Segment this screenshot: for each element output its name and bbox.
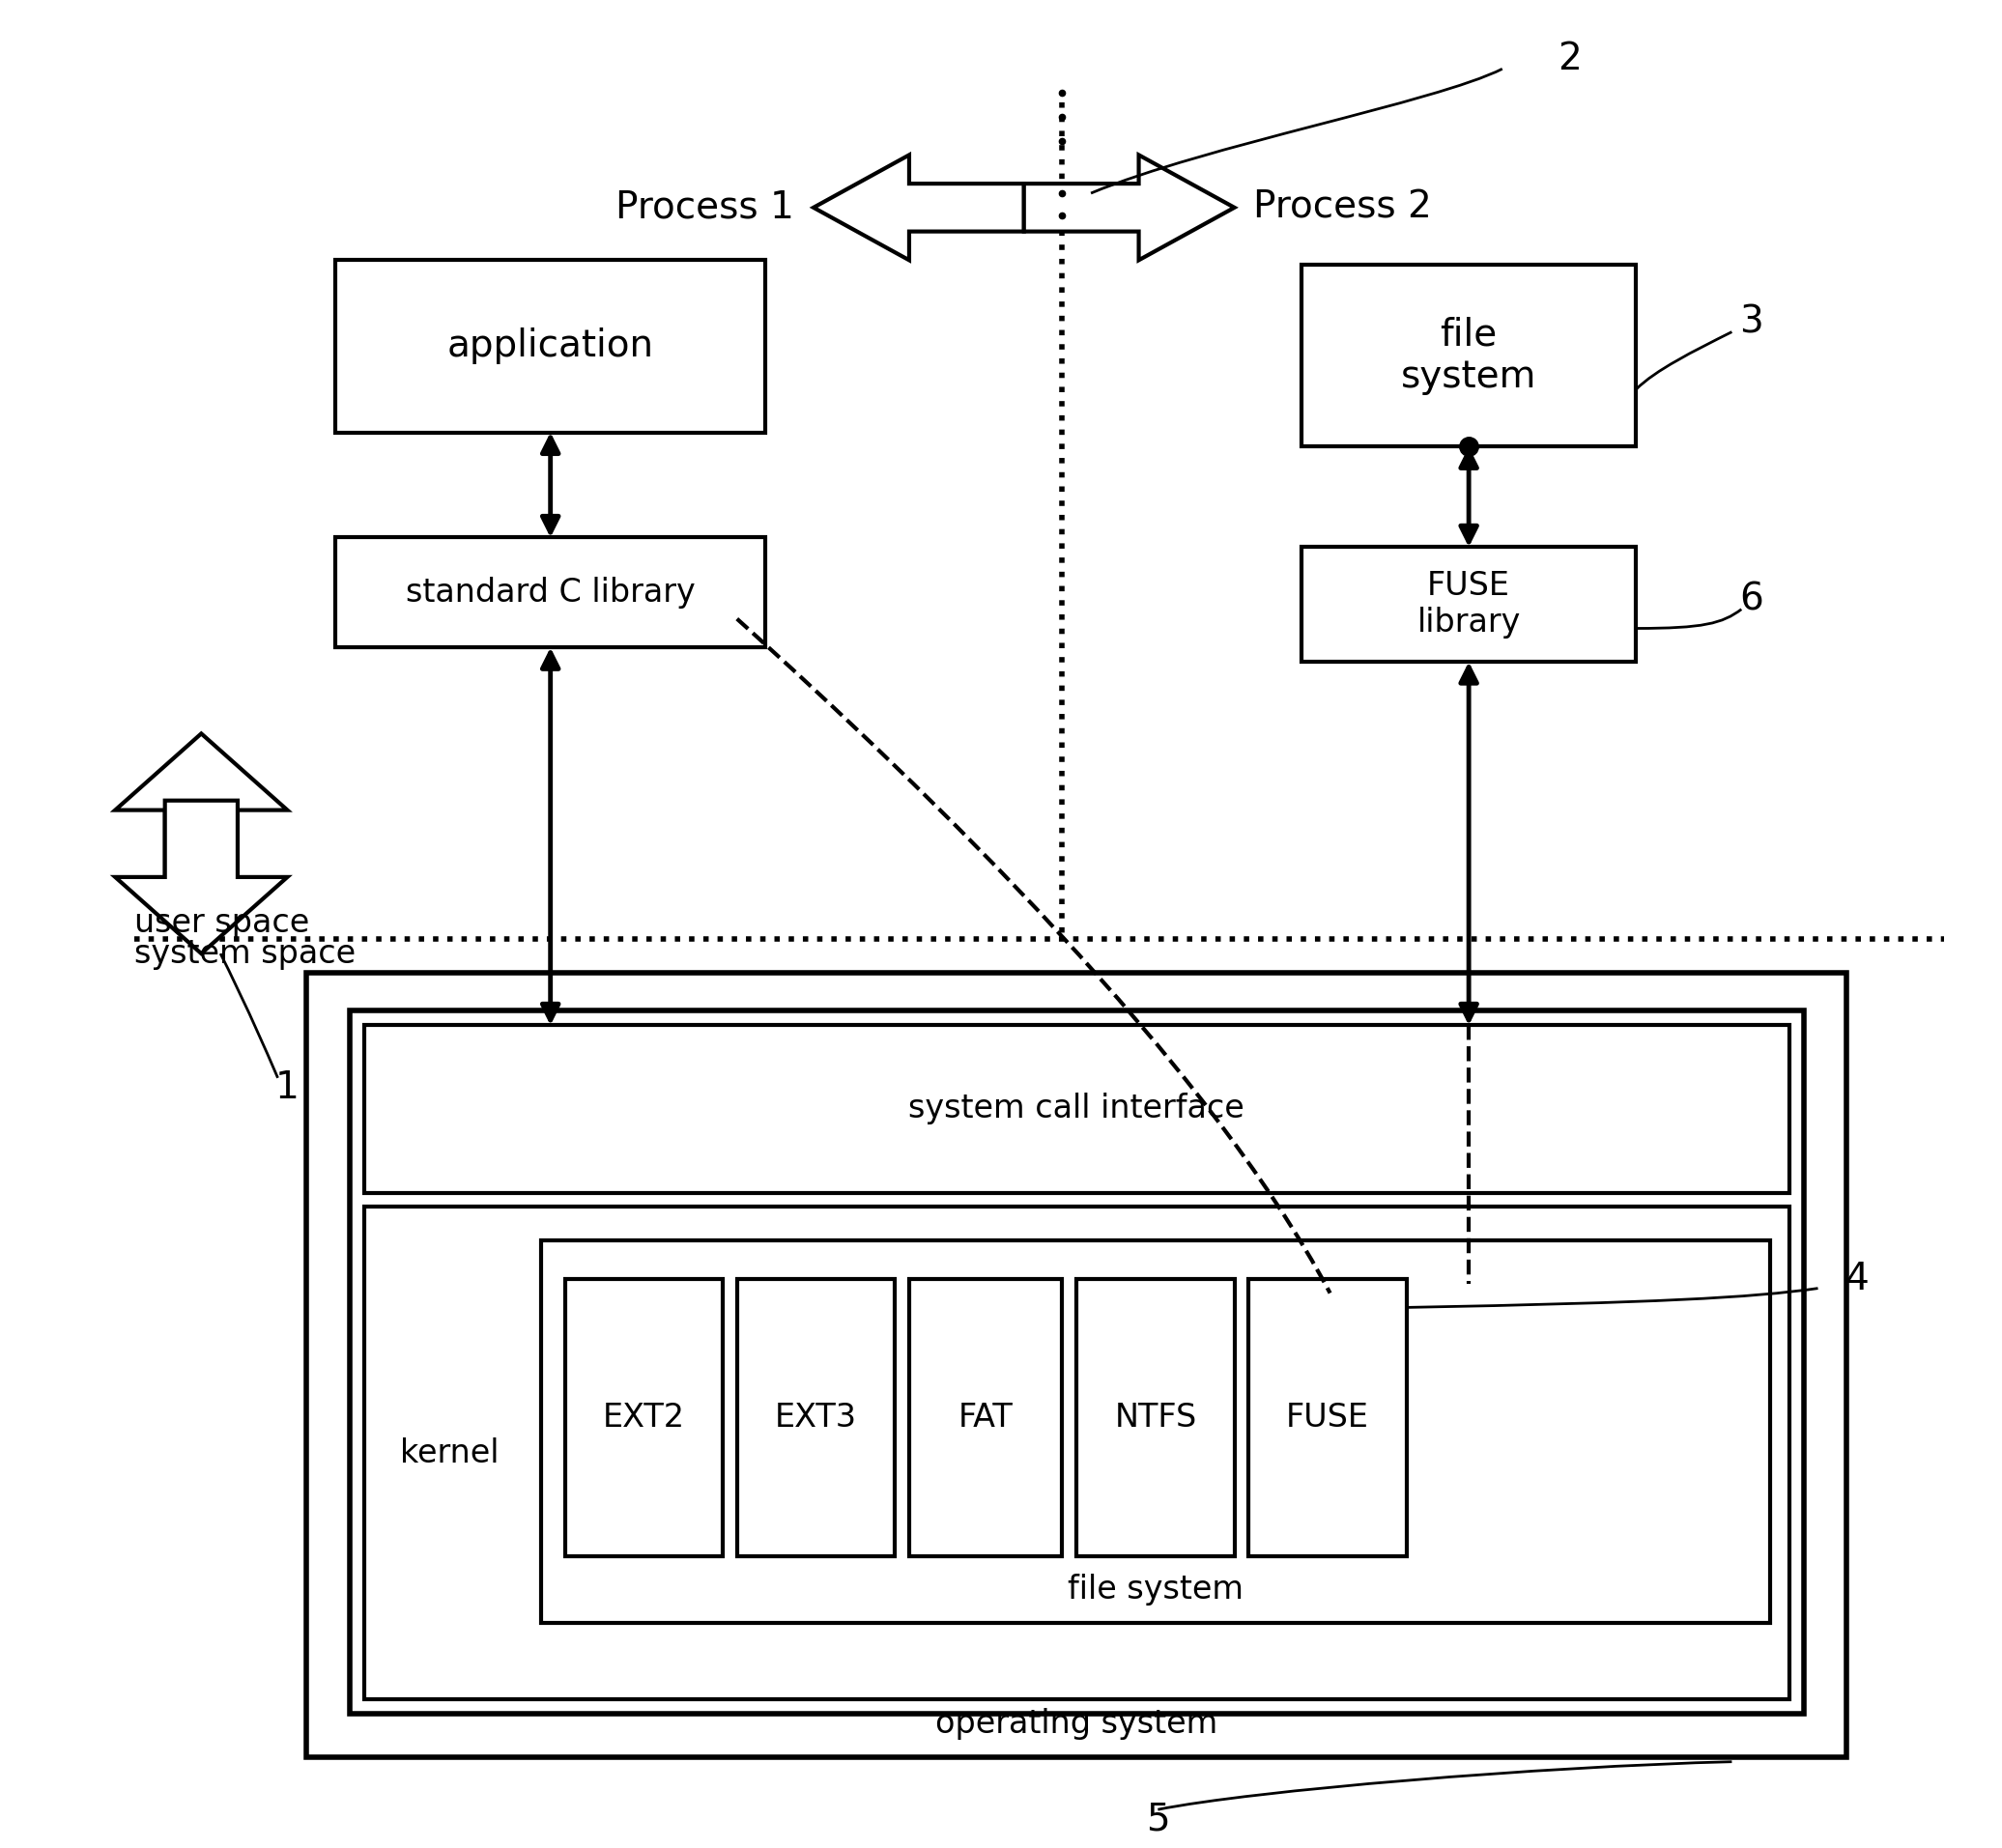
Bar bbox=[306, 972, 1846, 1757]
Text: application: application bbox=[446, 327, 655, 364]
Text: EXT2: EXT2 bbox=[603, 1401, 685, 1434]
Text: Process 2: Process 2 bbox=[1253, 188, 1431, 225]
Bar bbox=[1249, 1279, 1407, 1556]
Text: EXT3: EXT3 bbox=[775, 1401, 857, 1434]
Text: system call interface: system call interface bbox=[909, 1092, 1245, 1125]
Text: file
system: file system bbox=[1401, 316, 1538, 395]
Text: file system: file system bbox=[1067, 1574, 1243, 1606]
Text: 5: 5 bbox=[1145, 1800, 1169, 1837]
Text: FUSE
library: FUSE library bbox=[1417, 569, 1522, 639]
Text: user space: user space bbox=[134, 907, 310, 939]
Text: 3: 3 bbox=[1740, 303, 1764, 340]
Text: NTFS: NTFS bbox=[1115, 1401, 1197, 1434]
Bar bbox=[334, 261, 765, 432]
Text: FAT: FAT bbox=[959, 1401, 1013, 1434]
Text: 1: 1 bbox=[276, 1070, 300, 1105]
Text: 4: 4 bbox=[1844, 1260, 1868, 1297]
Text: system space: system space bbox=[134, 937, 356, 970]
Bar bbox=[1301, 264, 1636, 447]
Polygon shape bbox=[116, 800, 288, 954]
Bar bbox=[737, 1279, 895, 1556]
Bar bbox=[364, 1026, 1790, 1192]
Text: operating system: operating system bbox=[935, 1708, 1217, 1739]
Text: standard C library: standard C library bbox=[406, 577, 695, 608]
Bar bbox=[565, 1279, 723, 1556]
Bar bbox=[1301, 547, 1636, 662]
Text: FUSE: FUSE bbox=[1285, 1401, 1369, 1434]
Bar bbox=[909, 1279, 1063, 1556]
Text: Process 1: Process 1 bbox=[617, 188, 795, 225]
Bar bbox=[334, 538, 765, 647]
Text: 2: 2 bbox=[1558, 41, 1582, 78]
Bar bbox=[541, 1240, 1770, 1623]
Text: kernel: kernel bbox=[400, 1438, 500, 1469]
Polygon shape bbox=[1023, 155, 1235, 261]
Bar bbox=[364, 1207, 1790, 1700]
Polygon shape bbox=[116, 734, 288, 887]
Text: 6: 6 bbox=[1740, 582, 1764, 617]
Polygon shape bbox=[813, 155, 1023, 261]
Bar bbox=[1077, 1279, 1235, 1556]
Bar bbox=[350, 1011, 1804, 1713]
